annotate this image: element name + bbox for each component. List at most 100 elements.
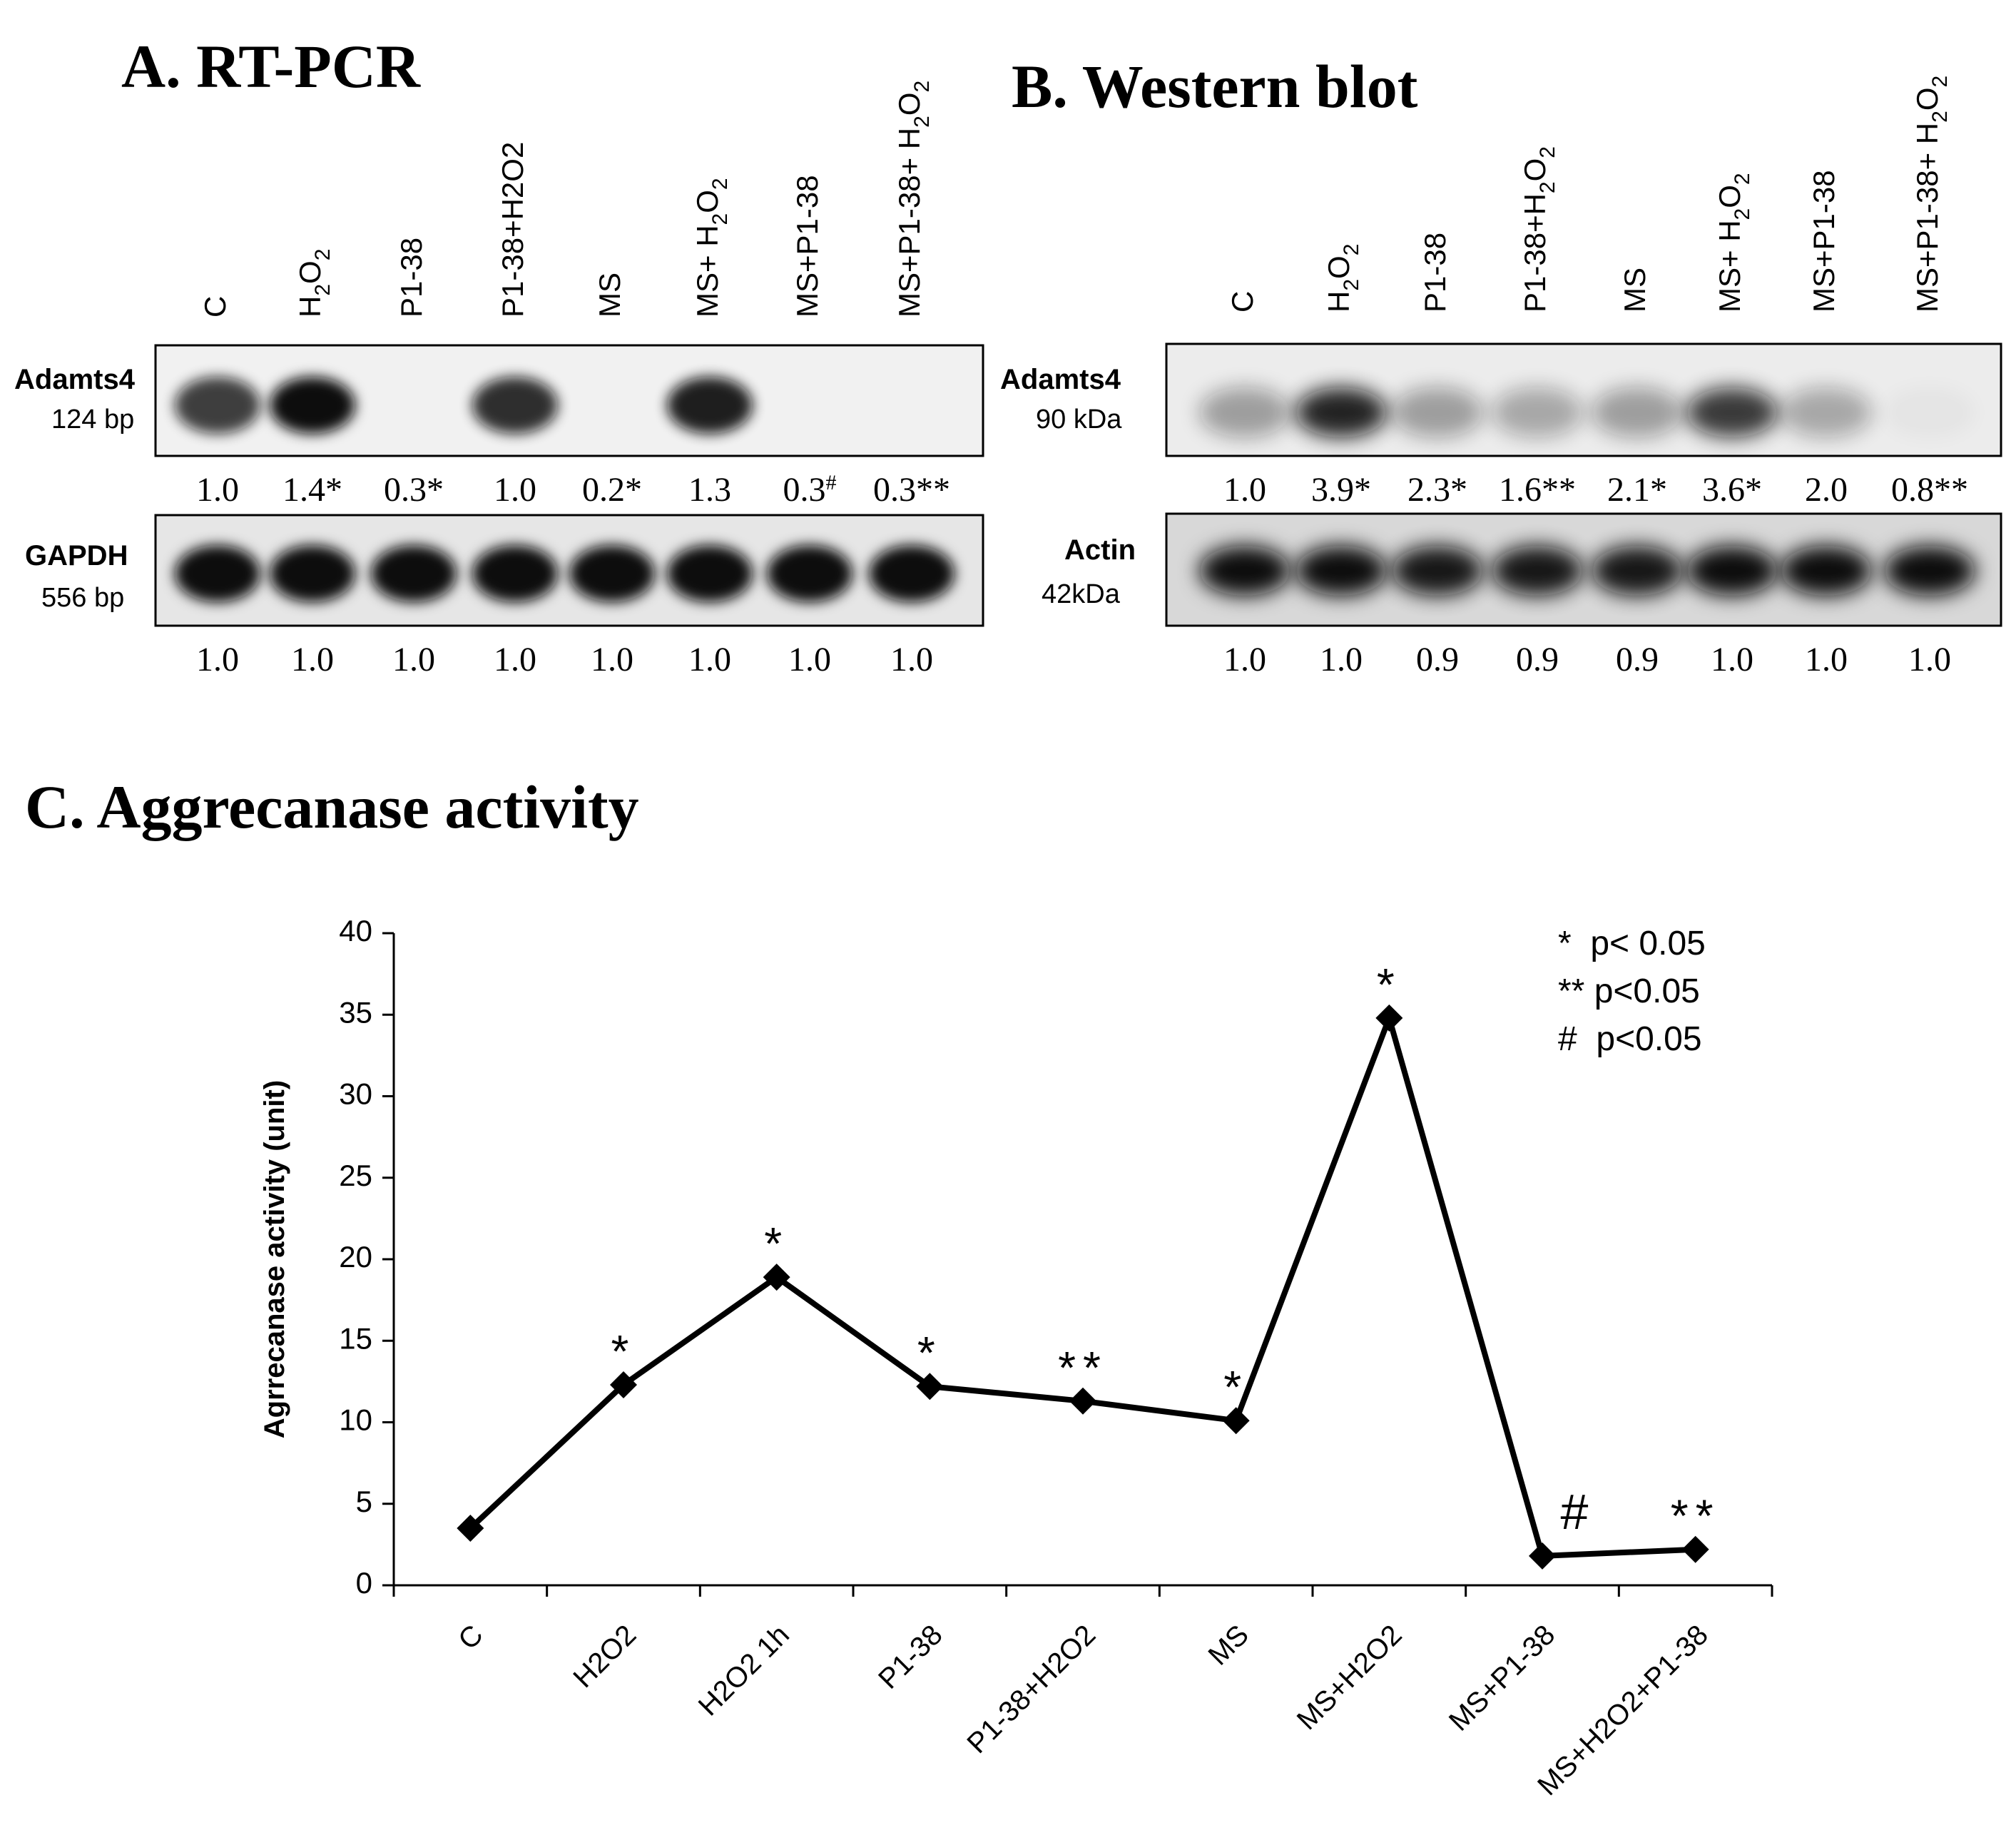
b-blot1-band-4 <box>1492 546 1583 596</box>
x-tick-label: MS+H2O2+P1-38 <box>1532 1619 1714 1801</box>
b-blot0-band-5 <box>1592 387 1683 437</box>
b-blot1-value-3: 0.9 <box>1416 641 1459 678</box>
b-blot1-value-7: 1.0 <box>1805 641 1848 678</box>
y-tick-label: 20 <box>339 1240 372 1274</box>
a-lane-label-6: MS+ H2O2 <box>691 178 732 317</box>
a-blot0-band-2 <box>270 377 355 434</box>
a-blot0-band-6 <box>667 377 753 434</box>
b-lane-label-3: P1-38 <box>1418 233 1452 312</box>
b-blot0-value-4: 1.6** <box>1499 471 1576 509</box>
b-blot0-band-4 <box>1492 387 1583 437</box>
panel-c: C. Aggrecanase activity 0 5 10 15 20 25 30 35 40… <box>25 773 1773 1801</box>
blot-a-gapdh-name: GAPDH <box>25 540 128 571</box>
a-blot0-value-2: 1.4* <box>282 471 342 509</box>
significance-mark: * <box>1377 959 1402 1010</box>
b-lane-label-4: P1-38+H2O2 <box>1518 146 1559 312</box>
a-blot1-band-5 <box>569 545 655 602</box>
b-lane-label-8: MS+P1-38+ H2O2 <box>1910 76 1952 312</box>
a-blot1-band-4 <box>472 545 558 602</box>
b-blot0-band-6 <box>1686 387 1778 437</box>
a-blot0-band-4 <box>472 377 558 434</box>
x-tick-label: P1-38 <box>872 1619 949 1695</box>
data-point <box>1375 1004 1403 1032</box>
b-lane-label-5: MS <box>1618 268 1651 312</box>
b-lane-label-2: H2O2 <box>1322 244 1363 312</box>
legend-entry-hash: # p<0.05 <box>1558 1020 1702 1058</box>
y-tick-label: 30 <box>339 1077 372 1111</box>
b-blot0-value-2: 3.9* <box>1311 471 1371 509</box>
panel-b-lane-labels: C H2O2 P1-38 P1-38+H2O2 MS MS+ H2O2 MS+P1-38 MS… <box>1226 76 1952 312</box>
a-blot0-value-4: 1.0 <box>494 471 536 509</box>
b-blot1-band-6 <box>1686 546 1778 596</box>
blot-a-adamts4: Adamts4 124 bp 1.0 1.4* 0.3* 1.0 0.2* 1.3 0.3#… <box>14 344 984 509</box>
panel-a: A. RT-PCR C H2O2 P1-38 P1-38+H2O2 MS MS+ H2O2… <box>14 32 984 678</box>
significance-mark: * <box>764 1218 789 1269</box>
a-blot1-band-2 <box>270 545 355 602</box>
b-blot0-value-1: 1.0 <box>1223 471 1266 509</box>
data-point <box>916 1373 944 1401</box>
panel-b-title: B. Western blot <box>1012 52 1418 121</box>
b-blot1-value-1: 1.0 <box>1223 641 1266 678</box>
a-blot1-value-5: 1.0 <box>591 641 633 678</box>
a-blot1-band-1 <box>175 545 260 602</box>
blot-b-adamts4-name: Adamts4 <box>1000 364 1121 395</box>
b-blot0-value-7: 2.0 <box>1805 471 1848 509</box>
a-lane-label-4: P1-38+H2O2 <box>496 142 529 317</box>
a-blot0-value-7: 0.3# <box>783 471 837 509</box>
b-blot1-band-2 <box>1295 546 1387 596</box>
b-blot1-band-5 <box>1592 546 1683 596</box>
a-blot1-band-7 <box>767 545 852 602</box>
x-tick-label: H2O2 1h <box>693 1619 795 1722</box>
b-blot1-value-5: 0.9 <box>1616 641 1659 678</box>
b-blot0-band-1 <box>1199 387 1290 437</box>
a-blot0-value-3: 0.3* <box>384 471 444 509</box>
b-blot0-value-6: 3.6* <box>1702 471 1762 509</box>
panel-a-title: A. RT-PCR <box>121 32 421 101</box>
blot-b-actin-membrane <box>1165 512 2002 627</box>
y-tick-label: 0 <box>356 1566 372 1600</box>
x-tick-label: C <box>452 1619 489 1656</box>
x-tick-label: H2O2 <box>567 1619 642 1694</box>
b-blot1-value-4: 0.9 <box>1516 641 1559 678</box>
a-blot0-value-8: 0.3** <box>873 471 950 509</box>
a-blot1-value-7: 1.0 <box>788 641 831 678</box>
panel-a-lane-labels: C H2O2 P1-38 P1-38+H2O2 MS MS+ H2O2 MS+P1-38 MS… <box>198 81 934 317</box>
blot-a-adamts4-size: 124 bp <box>51 405 134 434</box>
y-axis-label: Agrrecanase activity (unit) <box>259 1080 290 1438</box>
a-lane-label-8: MS+P1-38+ H2O2 <box>892 81 934 317</box>
significance-mark: # <box>1561 1484 1589 1540</box>
x-tick-label: MS+H2O2 <box>1291 1619 1408 1736</box>
significance-mark: ** <box>1058 1342 1108 1393</box>
a-blot1-band-8 <box>869 545 954 602</box>
a-lane-label-1: C <box>198 296 232 317</box>
a-lane-label-3: P1-38 <box>394 238 428 317</box>
blot-b-adamts4-size: 90 kDa <box>1036 405 1122 434</box>
b-blot0-band-8 <box>1884 387 1975 437</box>
significance-mark: * <box>611 1326 636 1377</box>
blot-a-gapdh-size: 556 bp <box>41 583 124 613</box>
a-blot1-band-3 <box>371 545 457 602</box>
legend-entry-double-star: ** p<0.05 <box>1558 972 1700 1010</box>
b-blot1-value-8: 1.0 <box>1908 641 1951 678</box>
a-blot1-value-3: 1.0 <box>392 641 435 678</box>
a-blot0-band-1 <box>175 377 260 434</box>
b-blot0-value-5: 2.1* <box>1607 471 1667 509</box>
b-blot1-value-2: 1.0 <box>1320 641 1363 678</box>
a-blot0-value-1: 1.0 <box>196 471 239 509</box>
b-lane-label-1: C <box>1226 291 1259 312</box>
significance-mark: * <box>917 1327 942 1378</box>
significance-mark: * <box>1223 1361 1248 1413</box>
a-blot0-value-5: 0.2* <box>582 471 642 509</box>
chart-legend: * p< 0.05 ** p<0.05 # p<0.05 <box>1558 925 1706 1058</box>
x-tick-label: MS+P1-38 <box>1443 1619 1562 1737</box>
a-blot0-value-6: 1.3 <box>688 471 731 509</box>
y-tick-label: 5 <box>356 1485 372 1518</box>
significance-mark: ** <box>1671 1490 1721 1542</box>
data-point <box>1222 1407 1250 1435</box>
data-point <box>610 1371 637 1398</box>
blot-b-actin-name: Actin <box>1064 534 1136 566</box>
b-blot1-band-1 <box>1199 546 1290 596</box>
a-blot1-value-8: 1.0 <box>890 641 933 678</box>
blot-a-adamts4-name: Adamts4 <box>14 364 136 395</box>
